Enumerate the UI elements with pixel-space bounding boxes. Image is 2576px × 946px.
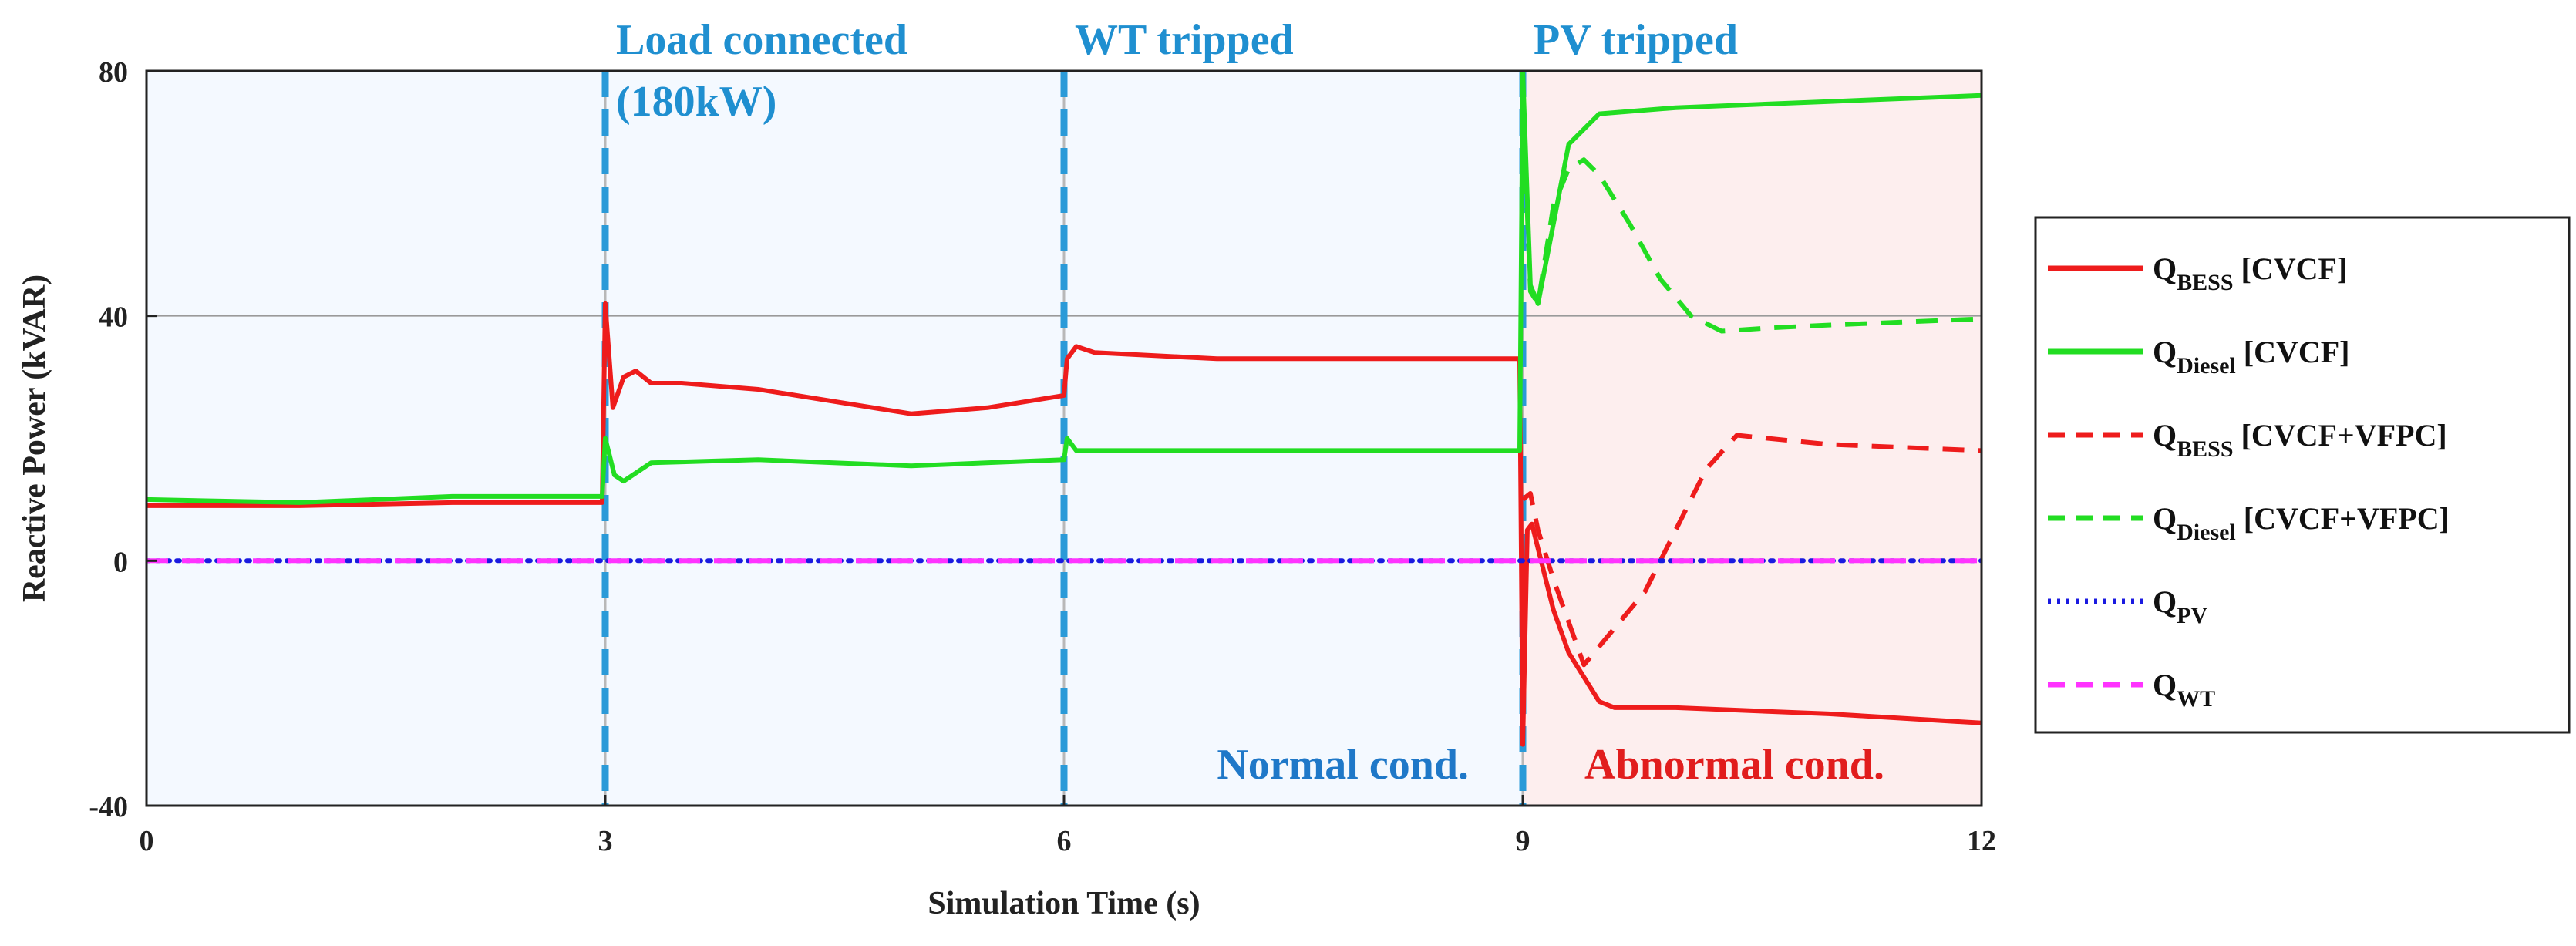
legend-entry-qpv: QPV bbox=[2153, 584, 2207, 628]
y-tick-label-80: 80 bbox=[99, 56, 128, 89]
series-qdiesel-cvcf bbox=[146, 71, 1982, 505]
y-tick-label--40: -40 bbox=[89, 791, 128, 823]
legend-entry-qbess-cvcf: QBESS [CVCF] bbox=[2153, 251, 2347, 295]
legend-entry-qdiesel-vfpc: QDiesel [CVCF+VFPC] bbox=[2153, 501, 2450, 545]
region-label-normal: Normal cond. bbox=[1217, 741, 1469, 789]
region-abnormal bbox=[1523, 71, 1982, 806]
series-qbess-vfpc bbox=[1521, 433, 1982, 668]
x-tick-label-12: 12 bbox=[1967, 825, 1996, 857]
x-tick-label-0: 0 bbox=[140, 825, 154, 857]
event-label-6-0: WT tripped bbox=[1075, 16, 1294, 64]
x-tick-label-6: 6 bbox=[1057, 825, 1072, 857]
legend-entry-qbess-vfpc: QBESS [CVCF+VFPC] bbox=[2153, 418, 2447, 462]
y-axis-label: Reactive Power (kVAR) bbox=[17, 274, 52, 602]
legend-box bbox=[2034, 216, 2571, 734]
y-tick-label-0: 0 bbox=[113, 546, 128, 578]
legend-entry-qwt: QWT bbox=[2153, 668, 2215, 712]
series-qdiesel-vfpc bbox=[1520, 101, 1982, 334]
event-label-3-0: Load connected bbox=[616, 16, 907, 64]
x-tick-label-9: 9 bbox=[1516, 825, 1530, 857]
legend-entry-qdiesel-cvcf: QDiesel [CVCF] bbox=[2153, 335, 2350, 379]
x-tick-label-3: 3 bbox=[598, 825, 613, 857]
y-tick-label-40: 40 bbox=[99, 301, 128, 334]
region-label-abnormal: Abnormal cond. bbox=[1584, 741, 1884, 789]
region-normal bbox=[146, 71, 1523, 806]
event-label-9-0: PV tripped bbox=[1534, 16, 1738, 64]
series-qbess-cvcf bbox=[146, 301, 1982, 747]
x-axis-label: Simulation Time (s) bbox=[928, 886, 1200, 921]
event-label-3-1: (180kW) bbox=[616, 78, 776, 126]
